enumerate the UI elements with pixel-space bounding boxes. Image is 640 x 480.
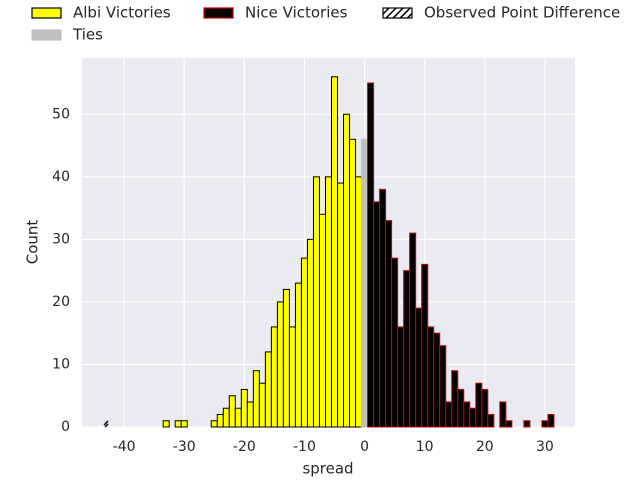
bar [373,201,381,428]
bar [294,282,302,428]
y-tick-label: 20 [52,294,70,310]
bar [367,82,375,428]
x-tick-label: -40 [113,439,136,455]
bar [282,288,290,428]
bar [312,176,320,428]
bar [439,345,447,428]
bar [300,257,308,428]
x-tick-label: 10 [416,439,434,455]
legend-swatch [203,7,234,19]
bar [469,407,477,428]
bar [318,213,326,428]
y-axis-label: Count [24,220,42,265]
bar [210,420,218,428]
bar [306,238,314,428]
legend-label: Ties [72,26,103,44]
bar [385,220,393,428]
bar [415,307,423,428]
bar [174,420,182,428]
bar [523,420,531,428]
bar [349,138,357,428]
bar [343,113,351,428]
x-tick-label: -30 [173,439,196,455]
legend-swatch [382,7,413,19]
y-tick-label: 40 [52,169,70,185]
bar [222,407,230,428]
bar [475,382,483,428]
bar [234,407,242,428]
bar [180,420,188,428]
x-tick-label: 20 [476,439,494,455]
bar [505,420,513,428]
bar [451,370,459,428]
bar [162,420,170,428]
bar [391,257,399,428]
bar [252,370,260,428]
bar [324,176,333,428]
legend-swatch [31,7,62,19]
bar [270,326,278,428]
bar [457,388,465,428]
bar [487,413,495,428]
bar [397,326,405,428]
legend-label: Nice Victories [245,4,348,22]
y-tick-label: 10 [52,356,70,372]
bar [258,382,266,428]
bar [445,401,453,428]
bar [403,270,411,428]
y-tick-label: 50 [52,106,70,122]
bar [379,188,387,428]
bar [355,176,363,428]
x-tick-label: 0 [360,439,369,455]
legend-label: Observed Point Difference [424,4,620,22]
bar [331,76,339,428]
bar [264,351,272,428]
bar [433,332,441,428]
bar [337,182,345,428]
y-tick-label: 0 [61,419,70,435]
observed-marker [103,420,109,428]
x-axis-label: spread [302,460,353,478]
bar [216,413,224,428]
bar [246,401,254,428]
bar [409,232,417,428]
bar [361,138,369,428]
bar [541,420,549,428]
legend-swatch [31,29,62,41]
bar [288,326,296,428]
bar [463,401,471,428]
x-tick-label: 30 [536,439,554,455]
y-tick-label: 30 [52,231,70,247]
bar [240,388,248,428]
legend-label: Albi Victories [73,4,171,22]
bar [499,401,507,428]
x-tick-label: -20 [233,439,256,455]
bar [427,326,435,428]
x-tick-label: -10 [293,439,316,455]
bar [547,413,555,428]
bar [421,263,429,428]
bar [276,301,284,428]
bar [228,395,236,428]
bar [481,388,489,428]
